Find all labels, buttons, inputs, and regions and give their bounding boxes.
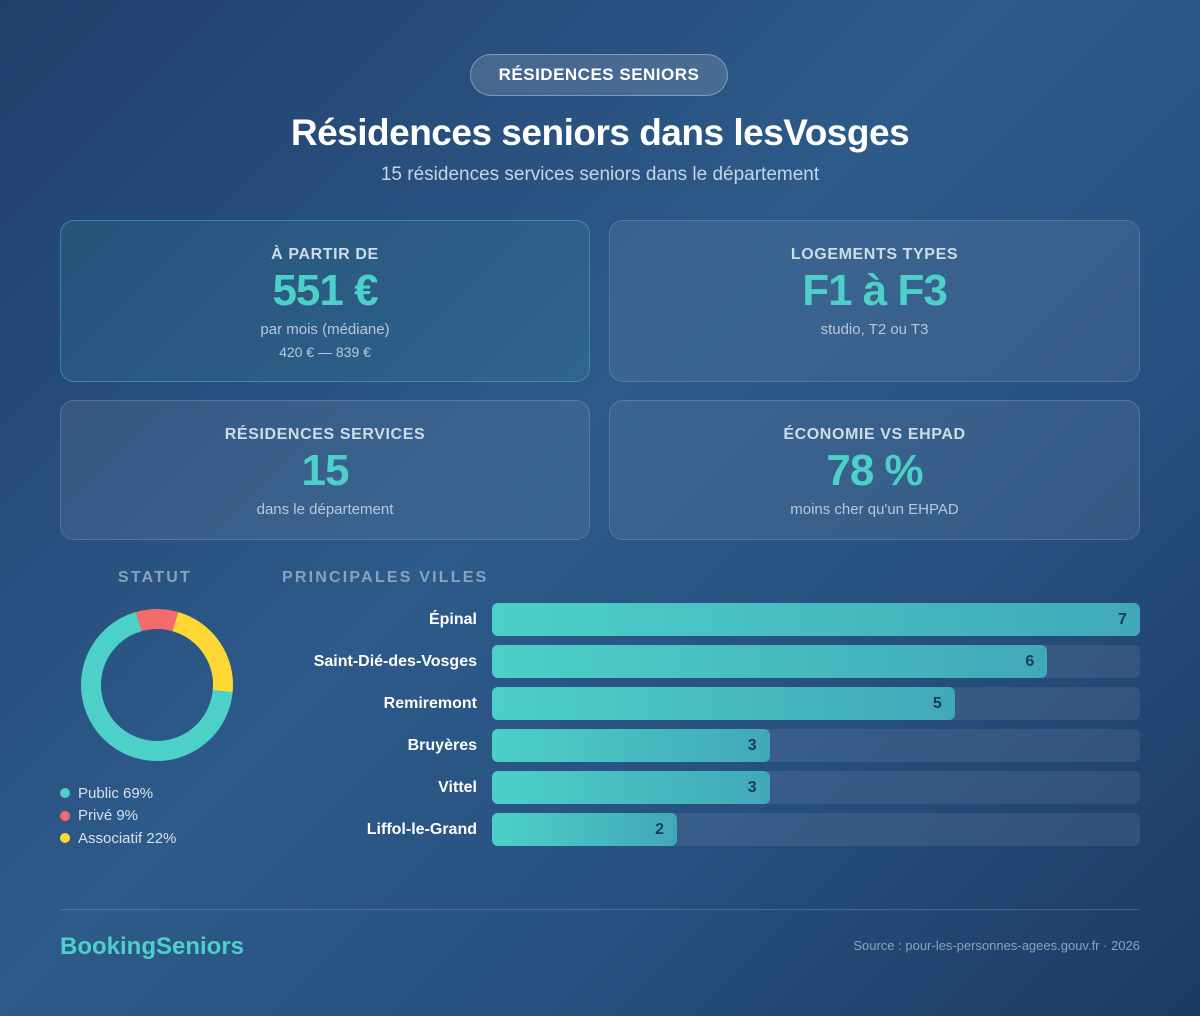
- card-residences-value: 15: [301, 446, 350, 495]
- bar-track-epinal: 7: [492, 603, 1140, 636]
- card-housing-sub: studio, T2 ou T3: [820, 321, 929, 338]
- card-price: À PARTIR DE 551 € par mois (médiane) 420…: [60, 220, 590, 382]
- card-price-label: À PARTIR DE: [271, 246, 379, 263]
- card-residences-sub: dans le département: [256, 501, 394, 518]
- bar-value-bruyeres: 3: [747, 737, 757, 754]
- card-price-value: 551 €: [272, 266, 378, 315]
- footer-divider: [60, 909, 1140, 910]
- bar-value-vittel: 3: [747, 779, 757, 796]
- statut-chart-title: STATUT: [118, 569, 192, 586]
- legend-dot-associatif: [60, 833, 70, 844]
- statut-donut-chart: [80, 609, 233, 762]
- card-residences-label: RÉSIDENCES SERVICES: [224, 426, 426, 443]
- bar-vittel: [492, 771, 770, 804]
- bar-epinal: [492, 603, 1140, 636]
- card-price-sub: par mois (médiane): [260, 321, 390, 338]
- bar-saint-die-des-vosges: [492, 645, 1048, 678]
- bar-track-saint-die-des-vosges: 6: [492, 645, 1140, 678]
- bar-value-saint-die-des-vosges: 6: [1025, 653, 1035, 670]
- bar-track-remiremont: 5: [492, 687, 1140, 720]
- card-price-range: 420 € — 839 €: [279, 344, 371, 360]
- card-residences: RÉSIDENCES SERVICES 15 dans le départeme…: [60, 400, 590, 540]
- card-savings: ÉCONOMIE VS EHPAD 78 % moins cher qu'un …: [609, 400, 1140, 540]
- legend-label-associatif: Associatif 22%: [78, 829, 177, 847]
- category-badge: RÉSIDENCES SENIORS: [470, 54, 728, 96]
- statut-legend: Public 69% Privé 9% Associatif 22%: [60, 782, 176, 850]
- page-subtitle: 15 résidences services seniors dans le d…: [380, 164, 820, 185]
- card-housing: LOGEMENTS TYPES F1 à F3 studio, T2 ou T3: [609, 220, 1140, 382]
- source-note: Source : pour-les-personnes-agees.gouv.f…: [853, 938, 1140, 953]
- bar-value-epinal: 7: [1118, 611, 1127, 628]
- legend-item-prive: Privé 9%: [60, 805, 176, 828]
- legend-item-associatif: Associatif 22%: [60, 827, 176, 850]
- villes-chart-title: PRINCIPALES VILLES: [282, 569, 489, 586]
- bar-value-liffol-le-grand: 2: [655, 821, 665, 838]
- bar-track-vittel: 3: [492, 771, 1140, 804]
- card-housing-value: F1 à F3: [802, 266, 948, 315]
- card-savings-value: 78 %: [826, 446, 923, 495]
- legend-dot-public: [60, 788, 70, 799]
- bar-bruyeres: [492, 729, 770, 762]
- card-savings-sub: moins cher qu'un EHPAD: [790, 501, 959, 518]
- bar-track-bruyeres: 3: [492, 729, 1140, 762]
- brand-logo: BookingSeniors: [60, 933, 245, 960]
- legend-label-public: Public 69%: [78, 784, 154, 802]
- card-housing-label: LOGEMENTS TYPES: [790, 246, 959, 263]
- bar-value-remiremont: 5: [932, 695, 942, 712]
- page-title: Résidences seniors dans lesVosges: [290, 112, 910, 153]
- legend-dot-prive: [60, 810, 70, 821]
- legend-item-public: Public 69%: [60, 782, 176, 805]
- bar-track-liffol-le-grand: 2: [492, 813, 1140, 846]
- bar-remiremont: [492, 687, 955, 720]
- bar-liffol-le-grand: [492, 813, 678, 846]
- legend-label-prive: Privé 9%: [78, 807, 139, 825]
- card-savings-label: ÉCONOMIE VS EHPAD: [783, 426, 966, 443]
